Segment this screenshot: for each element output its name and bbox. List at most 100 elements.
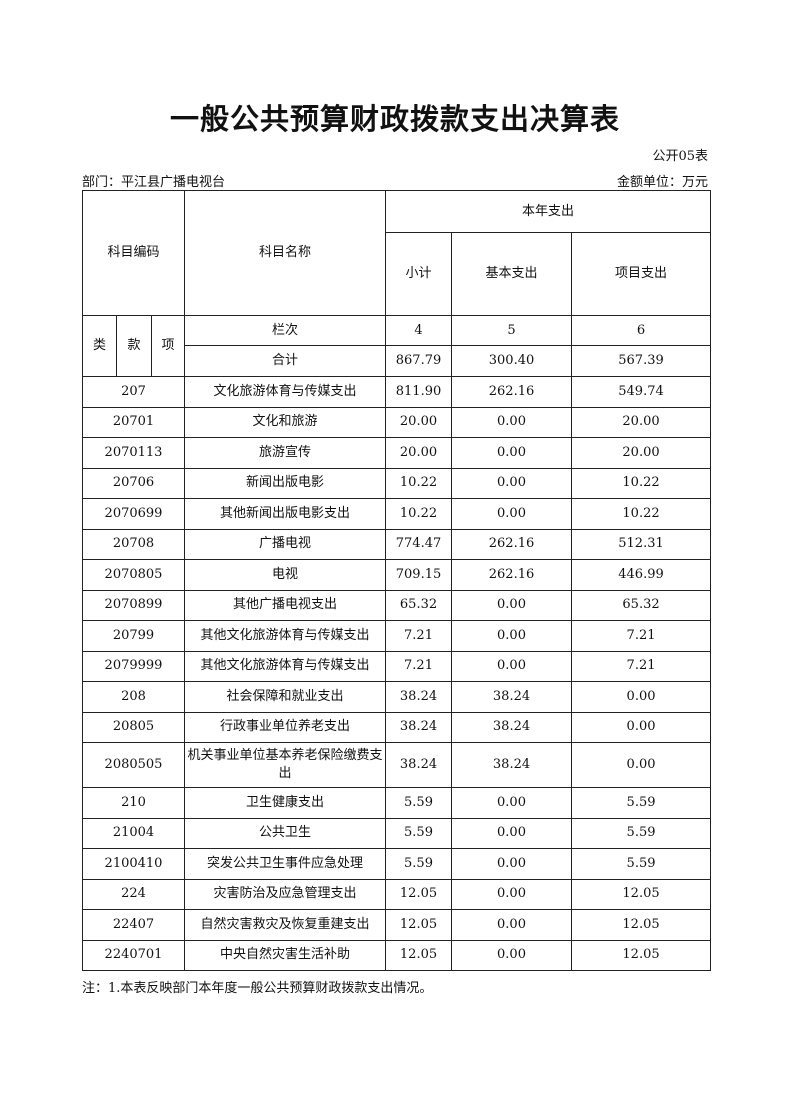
row-project: 20.00 [571, 437, 712, 469]
row-code: 2079999 [81, 650, 186, 682]
table-row: 207 文化旅游体育与传媒支出 811.90 262.16 549.74 [81, 376, 712, 408]
row-code: 20701 [81, 406, 186, 438]
row-code: 20805 [81, 711, 186, 743]
row-basic: 0.00 [451, 620, 573, 652]
row-subtotal: 10.22 [385, 467, 453, 499]
header-xiang: 项 [150, 315, 186, 377]
column-no-label: 栏次 [184, 315, 387, 346]
row-subtotal: 20.00 [385, 437, 453, 469]
row-code: 2080505 [81, 742, 186, 788]
row-code: 21004 [81, 817, 186, 849]
header-code: 科目编码 [81, 190, 186, 316]
header-name: 科目名称 [184, 190, 387, 316]
page-title: 一般公共预算财政拨款支出决算表 [169, 102, 620, 136]
row-subtotal: 5.59 [385, 787, 453, 819]
table-row: 20799 其他文化旅游体育与传媒支出 7.21 0.00 7.21 [81, 620, 712, 652]
row-project: 0.00 [571, 711, 712, 743]
total-subtotal: 867.79 [385, 345, 453, 377]
row-project: 10.22 [571, 498, 712, 530]
table-row: 20708 广播电视 774.47 262.16 512.31 [81, 528, 712, 560]
row-basic: 0.00 [451, 589, 573, 621]
row-code: 20706 [81, 467, 186, 499]
row-basic: 0.00 [451, 437, 573, 469]
header-subtotal: 小计 [385, 232, 453, 316]
row-subtotal: 774.47 [385, 528, 453, 560]
table-row: 2070899 其他广播电视支出 65.32 0.00 65.32 [81, 589, 712, 621]
row-name: 突发公共卫生事件应急处理 [184, 848, 387, 880]
row-code: 2070805 [81, 559, 186, 591]
row-subtotal: 7.21 [385, 650, 453, 682]
row-subtotal: 5.59 [385, 817, 453, 849]
row-name: 新闻出版电影 [184, 467, 387, 499]
row-name: 其他新闻出版电影支出 [184, 498, 387, 530]
row-basic: 0.00 [451, 467, 573, 499]
row-code: 22407 [81, 909, 186, 941]
row-subtotal: 12.05 [385, 878, 453, 910]
total-row: 合计 867.79 300.40 567.39 [83, 345, 712, 377]
row-subtotal: 38.24 [385, 711, 453, 743]
row-project: 20.00 [571, 406, 712, 438]
table-row: 2070805 电视 709.15 262.16 446.99 [81, 559, 712, 591]
total-project: 567.39 [571, 345, 712, 377]
row-basic: 38.24 [451, 681, 573, 713]
expenditure-table: 科目编码 科目名称 本年支出 小计 基本支出 项目支出 类 款 项 栏次 4 5… [81, 190, 712, 971]
row-code: 20799 [81, 620, 186, 652]
row-basic: 0.00 [451, 878, 573, 910]
row-project: 12.05 [571, 909, 712, 941]
row-name: 电视 [184, 559, 387, 591]
row-basic: 0.00 [451, 787, 573, 819]
row-basic: 0.00 [451, 650, 573, 682]
table-row: 2240701 中央自然灾害生活补助 12.05 0.00 12.05 [81, 939, 712, 971]
row-code: 20708 [81, 528, 186, 560]
row-name: 中央自然灾害生活补助 [184, 939, 387, 971]
row-code: 210 [81, 787, 186, 819]
row-subtotal: 7.21 [385, 620, 453, 652]
row-name: 广播电视 [184, 528, 387, 560]
row-project: 5.59 [571, 848, 712, 880]
header-project: 项目支出 [571, 232, 712, 316]
row-basic: 38.24 [451, 742, 573, 788]
row-code: 2240701 [81, 939, 186, 971]
row-name: 其他文化旅游体育与传媒支出 [184, 620, 387, 652]
row-project: 7.21 [571, 620, 712, 652]
department-label: 部门：平江县广播电视台 [82, 175, 226, 190]
row-name: 文化和旅游 [184, 406, 387, 438]
row-subtotal: 38.24 [385, 681, 453, 713]
row-subtotal: 12.05 [385, 939, 453, 971]
row-basic: 0.00 [451, 406, 573, 438]
row-subtotal: 811.90 [385, 376, 453, 408]
row-project: 7.21 [571, 650, 712, 682]
table-row: 22407 自然灾害救灾及恢复重建支出 12.05 0.00 12.05 [81, 909, 712, 941]
row-project: 65.32 [571, 589, 712, 621]
row-project: 5.59 [571, 787, 712, 819]
total-label: 合计 [184, 345, 387, 377]
row-project: 10.22 [571, 467, 712, 499]
row-subtotal: 12.05 [385, 909, 453, 941]
row-code: 2070699 [81, 498, 186, 530]
table-row: 2070699 其他新闻出版电影支出 10.22 0.00 10.22 [81, 498, 712, 530]
form-number: 公开05表 [652, 149, 708, 164]
total-basic: 300.40 [451, 345, 573, 377]
row-basic: 0.00 [451, 817, 573, 849]
header-lei: 类 [82, 315, 117, 377]
row-project: 446.99 [571, 559, 712, 591]
row-project: 12.05 [571, 878, 712, 910]
row-basic: 38.24 [451, 711, 573, 743]
table-row: 208 社会保障和就业支出 38.24 38.24 0.00 [81, 681, 712, 713]
row-project: 549.74 [571, 376, 712, 408]
row-basic: 0.00 [451, 498, 573, 530]
row-subtotal: 65.32 [385, 589, 453, 621]
footnote: 注：1.本表反映部门本年度一般公共预算财政拨款支出情况。 [82, 981, 433, 996]
row-name: 文化旅游体育与传媒支出 [184, 376, 387, 408]
row-name: 其他广播电视支出 [184, 589, 387, 621]
table-row: 210 卫生健康支出 5.59 0.00 5.59 [81, 787, 712, 819]
table-row: 2070113 旅游宣传 20.00 0.00 20.00 [81, 437, 712, 469]
column-no-6: 6 [571, 315, 712, 346]
row-basic: 0.00 [451, 909, 573, 941]
row-basic: 0.00 [451, 939, 573, 971]
header-kuan: 款 [116, 315, 152, 377]
row-name: 其他文化旅游体育与传媒支出 [184, 650, 387, 682]
header-current-year: 本年支出 [385, 190, 712, 233]
table-row: 2100410 突发公共卫生事件应急处理 5.59 0.00 5.59 [81, 848, 712, 880]
row-code: 2070899 [81, 589, 186, 621]
